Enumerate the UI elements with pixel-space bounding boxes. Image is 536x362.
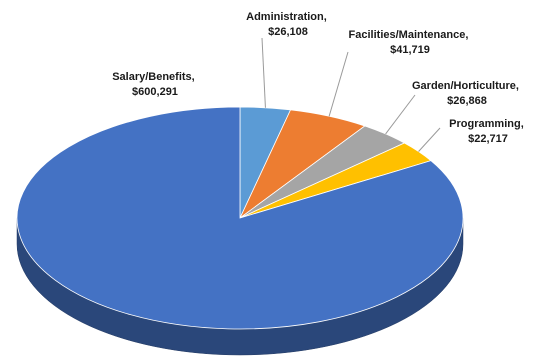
label-garden-horticulture: Garden/Horticulture, $26,868 xyxy=(412,80,522,107)
leader-line-programming xyxy=(418,127,441,152)
leader-line-facilities-maintenance xyxy=(328,51,349,117)
leader-line-administration xyxy=(261,37,266,108)
leader-lines xyxy=(261,37,441,152)
label-programming: Programming, $22,717 xyxy=(449,118,527,145)
pie-slice-salary-benefits xyxy=(16,106,464,330)
leader-line-garden-horticulture xyxy=(385,94,416,135)
label-facilities-maintenance: Facilities/Maintenance, $41,719 xyxy=(349,29,472,56)
data-labels: Salary/Benefits, $600,291 Administration… xyxy=(112,11,527,145)
label-salary-benefits: Salary/Benefits, $600,291 xyxy=(112,71,198,98)
pie-top xyxy=(16,106,464,330)
label-administration: Administration, $26,108 xyxy=(246,11,330,38)
